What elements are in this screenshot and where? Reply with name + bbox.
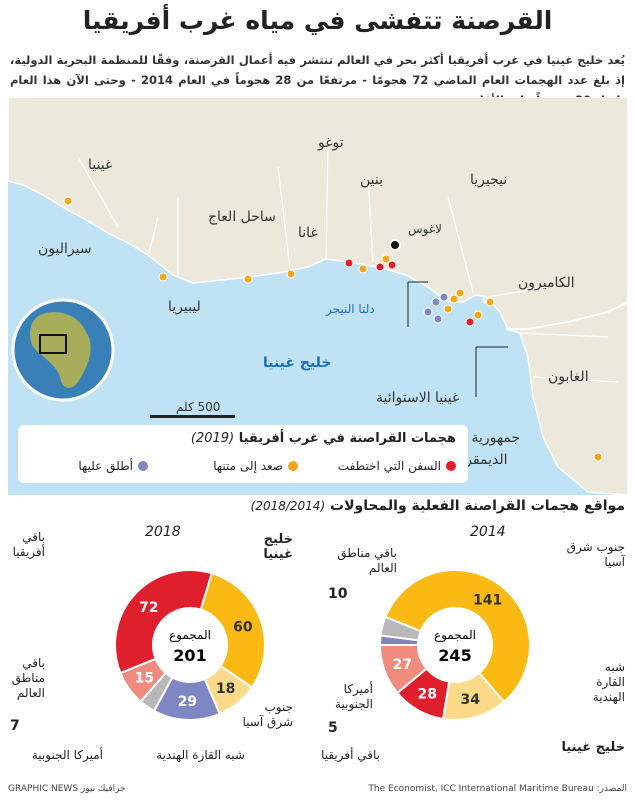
attack-markers — [63, 196, 603, 462]
country-sierra-leone: سيراليون — [38, 241, 92, 257]
scale-bar — [150, 415, 235, 418]
red-dot-icon — [446, 461, 456, 471]
label-2014-rest-world: باقي مناطق العالم — [337, 546, 397, 575]
slice-value-label: 28 — [418, 687, 437, 703]
region-niger-delta: دلتا النيجر — [326, 302, 375, 316]
country-togo: توغو — [318, 135, 344, 151]
donut-center-label: المجموع — [169, 628, 211, 643]
legend-item-boarded: صعد إلى متنها — [213, 459, 298, 473]
donut-slice — [114, 569, 214, 675]
label-2018-rest-world: باقي مناطق العالم — [11, 656, 45, 700]
slice-value-label: 29 — [178, 694, 197, 710]
legend-item-fired-upon: أطلق عليها — [78, 459, 148, 473]
value-2014-s-america: 5 — [328, 720, 338, 736]
slice-value-label: 18 — [216, 681, 235, 697]
slice-value-label: 15 — [135, 670, 154, 686]
country-cameroon: الكاميرون — [518, 275, 575, 291]
legend-title: هجمات القراصنة في غرب أفريقيا (2019) — [190, 431, 456, 446]
donut-slice — [199, 572, 266, 689]
purple-dot-icon — [138, 461, 148, 471]
year-2018: 2018 — [145, 524, 181, 540]
country-ivory-coast: ساحل العاج — [208, 209, 276, 225]
scale-label: 500 كلم — [176, 400, 221, 414]
slice-value-label: 34 — [461, 692, 481, 708]
country-ghana: غانا — [298, 225, 318, 241]
donut-center-label: المجموع — [434, 628, 476, 643]
value-2018-rest-world: 7 — [10, 718, 20, 734]
slice-value-label: 60 — [233, 619, 253, 635]
donut-total: 245 — [438, 646, 471, 665]
label-2014-se-asia: جنوب شرق آسيا — [566, 540, 625, 569]
donut-slice — [119, 657, 168, 703]
footer-source: المصدر: The Economist, ICC International… — [368, 784, 627, 794]
slice-value-label: 27 — [393, 657, 412, 673]
donut-slice — [379, 615, 422, 642]
country-equatorial-guinea: غينيا الاستوائية — [376, 390, 460, 406]
label-2014-indian: شبه القارة الهندية — [592, 660, 625, 704]
label-2018-rest-africa: باقي أفريقيا — [12, 530, 45, 559]
country-liberia: ليبيريا — [168, 299, 201, 315]
map-land — [8, 97, 628, 495]
slice-value-label: 141 — [473, 592, 502, 608]
country-gabon: الغابون — [548, 369, 589, 385]
country-nigeria: نيجيريا — [470, 172, 508, 188]
label-2014-s-america: أميركا الجنوبية — [335, 682, 373, 711]
globe-inset — [11, 298, 115, 402]
footer-credit: جرافيك نيوز GRAPHIC NEWS — [8, 784, 126, 794]
slice-value-label: 72 — [139, 600, 158, 616]
label-2014-guinea: خليج غينيا — [561, 740, 625, 755]
donut-slice — [384, 569, 531, 704]
label-2014-rest-africa: باقي أفريقيا — [321, 748, 380, 762]
page-title: القرصنة تتفشى في مياه غرب أفريقيا — [82, 6, 553, 35]
label-2018-s-america: أميركا الجنوبية — [31, 748, 103, 762]
section-title: مواقع هجمات القراصنة الفعلية والمحاولات … — [250, 498, 625, 514]
label-2018-guinea: خليج غينيا — [263, 532, 293, 562]
legend-item-hijacked: السفن التي اختطفت — [338, 459, 456, 473]
donut-total: 201 — [173, 646, 206, 665]
country-guinea: غينيا — [88, 157, 113, 173]
country-benin: بنين — [360, 172, 384, 188]
value-2014-rest-world: 10 — [328, 586, 348, 602]
sea-gulf-of-guinea: خليج غينيا — [263, 355, 332, 371]
map-legend: هجمات القراصنة في غرب أفريقيا (2019) الس… — [18, 425, 468, 483]
label-2018-se-asia: جنوب شرق آسيا — [242, 700, 293, 729]
year-2014: 2014 — [470, 524, 506, 540]
donut-charts: 141 34 28 27 المجموع 245 72 60 18 29 15 المجموع 201 — [114, 569, 531, 721]
city-lagos: لاغوس — [408, 222, 442, 236]
label-2018-indian: شبه القارة الهندية — [156, 748, 245, 762]
orange-dot-icon — [288, 461, 298, 471]
